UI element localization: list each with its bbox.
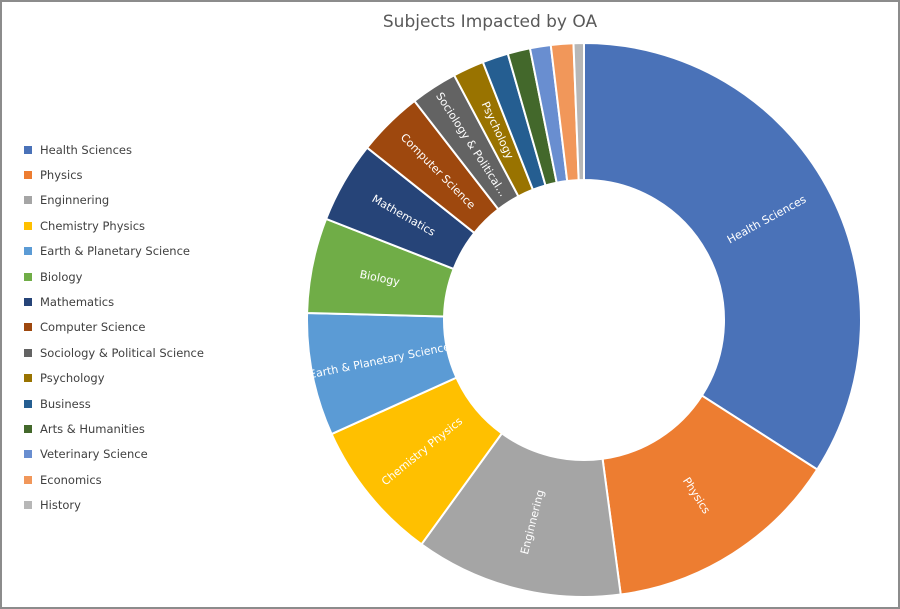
legend-item: Veterinary Science	[24, 442, 204, 467]
legend-item: Economics	[24, 467, 204, 492]
legend-item: Chemistry Physics	[24, 213, 204, 238]
legend-label: Veterinary Science	[40, 447, 148, 462]
legend-item: Physics	[24, 162, 204, 187]
legend-label: Physics	[40, 168, 83, 183]
legend-swatch	[24, 424, 32, 433]
legend-label: History	[40, 498, 81, 513]
legend-swatch	[24, 374, 32, 383]
legend-swatch	[24, 196, 32, 205]
legend-label: Sociology & Political Science	[40, 345, 204, 360]
legend-label: Business	[40, 396, 91, 411]
slice-history	[572, 41, 585, 182]
legend-swatch	[24, 171, 32, 180]
legend-swatch	[24, 501, 32, 510]
legend-swatch	[24, 272, 32, 281]
legend-swatch	[24, 247, 32, 256]
legend-item: Psychology	[24, 366, 204, 391]
legend-label: Biology	[40, 269, 83, 284]
legend-item: History	[24, 492, 204, 517]
legend-label: Enginnering	[40, 193, 110, 208]
legend-item: Arts & Humanities	[24, 416, 204, 441]
chart-legend: Health Sciences Physics Enginnering Chemist…	[24, 137, 204, 518]
slice-enginnering	[420, 431, 622, 598]
legend-label: Mathematics	[40, 295, 115, 310]
legend-label: Arts & Humanities	[40, 421, 145, 436]
legend-swatch	[24, 399, 32, 408]
legend-label: Earth & Planetary Science	[40, 244, 190, 259]
legend-item: Enginnering	[24, 188, 204, 213]
legend-label: Computer Science	[40, 320, 146, 335]
legend-item: Mathematics	[24, 289, 204, 314]
legend-label: Chemistry Physics	[40, 218, 146, 233]
legend-swatch	[24, 298, 32, 307]
legend-item: Business	[24, 391, 204, 416]
legend-swatch	[24, 221, 32, 230]
legend-label: Health Sciences	[40, 142, 132, 157]
legend-swatch	[24, 323, 32, 332]
slice-physics	[601, 394, 819, 596]
slice-health-sciences	[583, 41, 862, 471]
legend-item: Biology	[24, 264, 204, 289]
legend-swatch	[24, 450, 32, 459]
legend-item: Earth & Planetary Science	[24, 239, 204, 264]
legend-swatch	[24, 475, 32, 484]
legend-label: Economics	[40, 472, 102, 487]
legend-swatch	[24, 348, 32, 357]
chart-title: Subjects Impacted by OA	[382, 12, 598, 32]
legend-item: Health Sciences	[24, 137, 204, 162]
legend-swatch	[24, 145, 32, 154]
legend-item: Computer Science	[24, 315, 204, 340]
legend-item: Sociology & Political Science	[24, 340, 204, 365]
legend-label: Psychology	[40, 371, 105, 386]
